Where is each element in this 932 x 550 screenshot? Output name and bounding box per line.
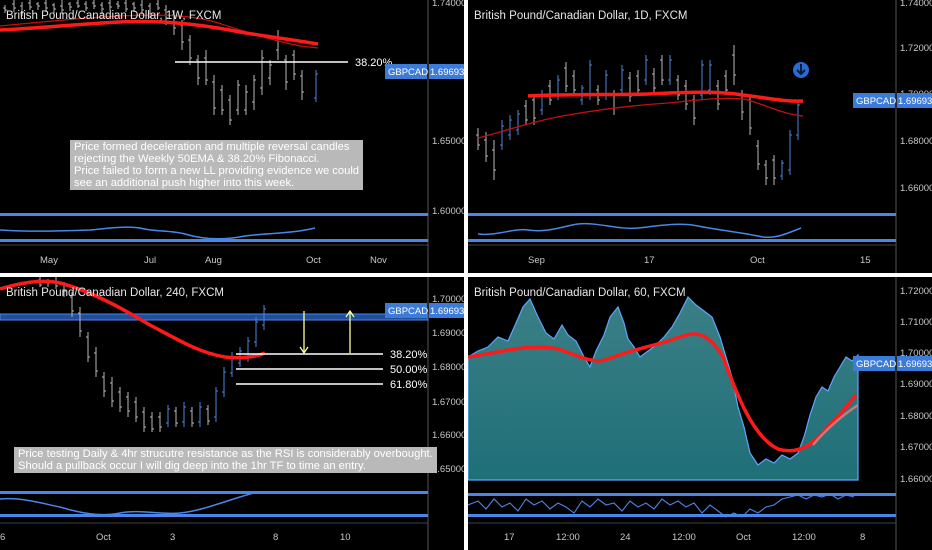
time-label: 10 bbox=[340, 532, 351, 543]
symbol-badge: GBPCAD bbox=[856, 359, 896, 370]
price-candles-up bbox=[500, 55, 800, 180]
symbol-badge: GBPCAD bbox=[388, 306, 428, 317]
time-label: 15 bbox=[860, 255, 871, 266]
time-label: May bbox=[40, 255, 58, 266]
chart-pane-1h[interactable]: 1.72000 1.71000 1.70000 1.69000 1.68000 … bbox=[468, 277, 932, 550]
measure-arrows bbox=[299, 309, 355, 355]
daily-chart-svg: 1.74000 1.72000 1.70000 1.68000 1.66000 bbox=[468, 0, 932, 273]
time-label: 3 bbox=[170, 532, 175, 543]
price-label: 1.65000 bbox=[432, 464, 464, 475]
price-label: 1.66000 bbox=[900, 474, 932, 485]
price-badge: 1.69693 bbox=[898, 96, 932, 107]
fib-label-38: 38.20% bbox=[390, 349, 428, 361]
time-label: Sep bbox=[528, 255, 545, 266]
price-label: 1.71000 bbox=[900, 317, 932, 328]
resistance-band bbox=[0, 313, 429, 321]
price-label: 1.68000 bbox=[900, 136, 932, 147]
price-badge-bg bbox=[897, 93, 932, 108]
price-label: 1.72000 bbox=[900, 286, 932, 297]
weekly-50-ema bbox=[0, 19, 319, 46]
analysis-note: Price testing Daily & 4hr strucutre resi… bbox=[14, 447, 437, 473]
price-label: 1.69000 bbox=[432, 328, 464, 339]
price-label: 1.74000 bbox=[900, 0, 932, 9]
down-arrow-circle-icon bbox=[793, 62, 809, 78]
price-area bbox=[468, 295, 859, 481]
price-label: 1.69000 bbox=[900, 379, 932, 390]
time-label: Oct bbox=[306, 255, 321, 266]
h1-ema-faded bbox=[812, 403, 859, 446]
price-label: 1.60000 bbox=[432, 206, 464, 217]
time-label: 8 bbox=[860, 532, 865, 543]
price-badge: 1.69693 bbox=[430, 67, 464, 78]
time-label: 24 bbox=[620, 532, 631, 543]
rsi-pane bbox=[0, 491, 428, 524]
chart-title: British Pound/Canadian Dollar, 60, FXCM bbox=[474, 287, 686, 299]
chart-title: British Pound/Canadian Dollar, 240, FXCM bbox=[6, 287, 224, 299]
price-label: 1.70000 bbox=[900, 348, 932, 359]
price-label: 1.65000 bbox=[432, 136, 464, 147]
daily-50-ema bbox=[527, 90, 804, 103]
time-label: Oct bbox=[96, 532, 111, 543]
price-label: 1.70000 bbox=[432, 294, 464, 305]
time-label: Jul bbox=[144, 255, 156, 266]
chart-pane-weekly[interactable]: 1.74000 1.65000 1.60000 bbox=[0, 0, 464, 273]
chart-title: British Pound/Canadian Dollar, 1W, FXCM bbox=[6, 10, 222, 22]
time-label: 8 bbox=[273, 532, 278, 543]
price-candles bbox=[476, 45, 776, 185]
time-label: 17 bbox=[644, 255, 655, 266]
fib-label-61: 61.80% bbox=[390, 379, 428, 391]
symbol-badge-bg bbox=[853, 356, 895, 371]
price-label: 1.68000 bbox=[432, 362, 464, 373]
price-badge-bg bbox=[897, 356, 932, 371]
chart-pane-4h[interactable]: 1.70000 1.69000 1.68000 1.67000 1.66000 … bbox=[0, 277, 464, 550]
price-label: 1.67000 bbox=[432, 397, 464, 408]
rsi-pane bbox=[0, 213, 428, 246]
chart-title: British Pound/Canadian Dollar, 1D, FXCM bbox=[474, 10, 688, 22]
price-badge-bg bbox=[429, 303, 464, 318]
symbol-badge: GBPCAD bbox=[856, 96, 896, 107]
symbol-badge-bg bbox=[385, 303, 427, 318]
last-candle bbox=[314, 70, 318, 102]
symbol-badge-bg bbox=[385, 64, 427, 79]
time-label: 12:00 bbox=[556, 532, 580, 543]
time-label: 12:00 bbox=[672, 532, 696, 543]
symbol-badge: GBPCAD bbox=[388, 67, 428, 78]
rsi-pane bbox=[468, 213, 896, 246]
price-candles-up bbox=[166, 305, 266, 427]
weekly-chart-svg: 1.74000 1.65000 1.60000 bbox=[0, 0, 464, 273]
price-label: 1.68000 bbox=[900, 411, 932, 422]
symbol-badge-bg bbox=[853, 93, 895, 108]
price-badge: 1.69693 bbox=[430, 306, 464, 317]
time-label: Oct bbox=[750, 255, 765, 266]
daily-ema-thin bbox=[477, 97, 804, 139]
time-label: 6 bbox=[0, 532, 5, 543]
price-label: 1.74000 bbox=[432, 0, 464, 9]
h1-chart-svg: 1.72000 1.71000 1.70000 1.69000 1.68000 … bbox=[468, 277, 932, 550]
time-label: Aug bbox=[205, 255, 222, 266]
fib-label-38: 38.20% bbox=[355, 57, 393, 69]
fib-label-50: 50.00% bbox=[390, 364, 428, 376]
price-label: 1.72000 bbox=[900, 43, 932, 54]
time-label: 17 bbox=[504, 532, 515, 543]
price-label: 1.67000 bbox=[900, 442, 932, 453]
h4-ema bbox=[0, 279, 266, 360]
time-label: 12:00 bbox=[792, 532, 816, 543]
price-label: 1.66000 bbox=[900, 183, 932, 194]
price-badge: 1.69693 bbox=[898, 359, 932, 370]
analysis-note: Price formed deceleration and multiple r… bbox=[70, 140, 364, 190]
price-badge-bg bbox=[429, 64, 464, 79]
h4-chart-svg: 1.70000 1.69000 1.68000 1.67000 1.66000 … bbox=[0, 277, 464, 550]
price-candles bbox=[3, 0, 304, 125]
chart-pane-daily[interactable]: 1.74000 1.72000 1.70000 1.68000 1.66000 bbox=[468, 0, 932, 273]
rsi-pane bbox=[468, 493, 896, 524]
price-label: 1.66000 bbox=[432, 430, 464, 441]
time-label: Nov bbox=[370, 255, 387, 266]
time-label: Oct bbox=[736, 532, 751, 543]
